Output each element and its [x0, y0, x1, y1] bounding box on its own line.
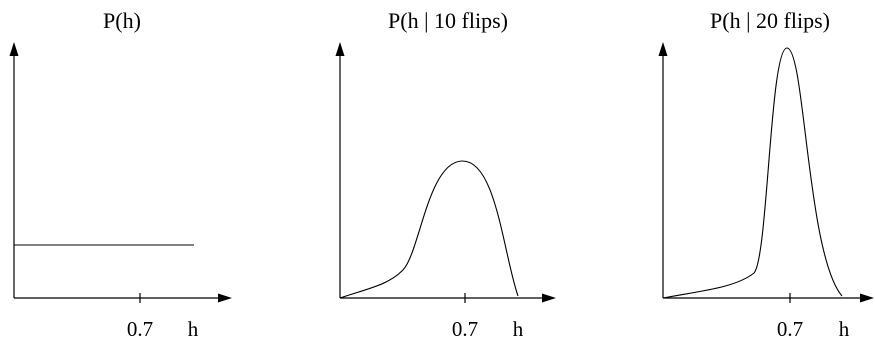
y-axis-arrowhead: [335, 42, 345, 56]
panel-posterior-10: P(h | 10 flips) 0.7 h: [335, 8, 556, 341]
panel-prior: P(h) 0.7 h: [9, 8, 232, 341]
panel-title: P(h | 20 flips): [710, 8, 830, 33]
panel-title: P(h | 10 flips): [388, 8, 508, 33]
x-tick-label: 0.7: [777, 317, 803, 341]
x-axis-label: h: [839, 317, 850, 341]
y-axis-arrowhead: [9, 42, 19, 56]
x-axis-arrowhead: [860, 293, 874, 303]
density-curve: [662, 47, 843, 299]
y-axis-arrowhead: [658, 42, 668, 56]
x-axis-arrowhead: [542, 293, 556, 303]
panel-posterior-20: P(h | 20 flips) 0.7 h: [658, 8, 874, 341]
x-axis-label: h: [513, 317, 524, 341]
density-curve: [339, 160, 519, 299]
x-axis-arrowhead: [218, 293, 232, 303]
x-axis-label: h: [188, 317, 199, 341]
x-tick-label: 0.7: [452, 317, 478, 341]
panel-title: P(h): [103, 8, 141, 33]
x-tick-label: 0.7: [127, 317, 153, 341]
